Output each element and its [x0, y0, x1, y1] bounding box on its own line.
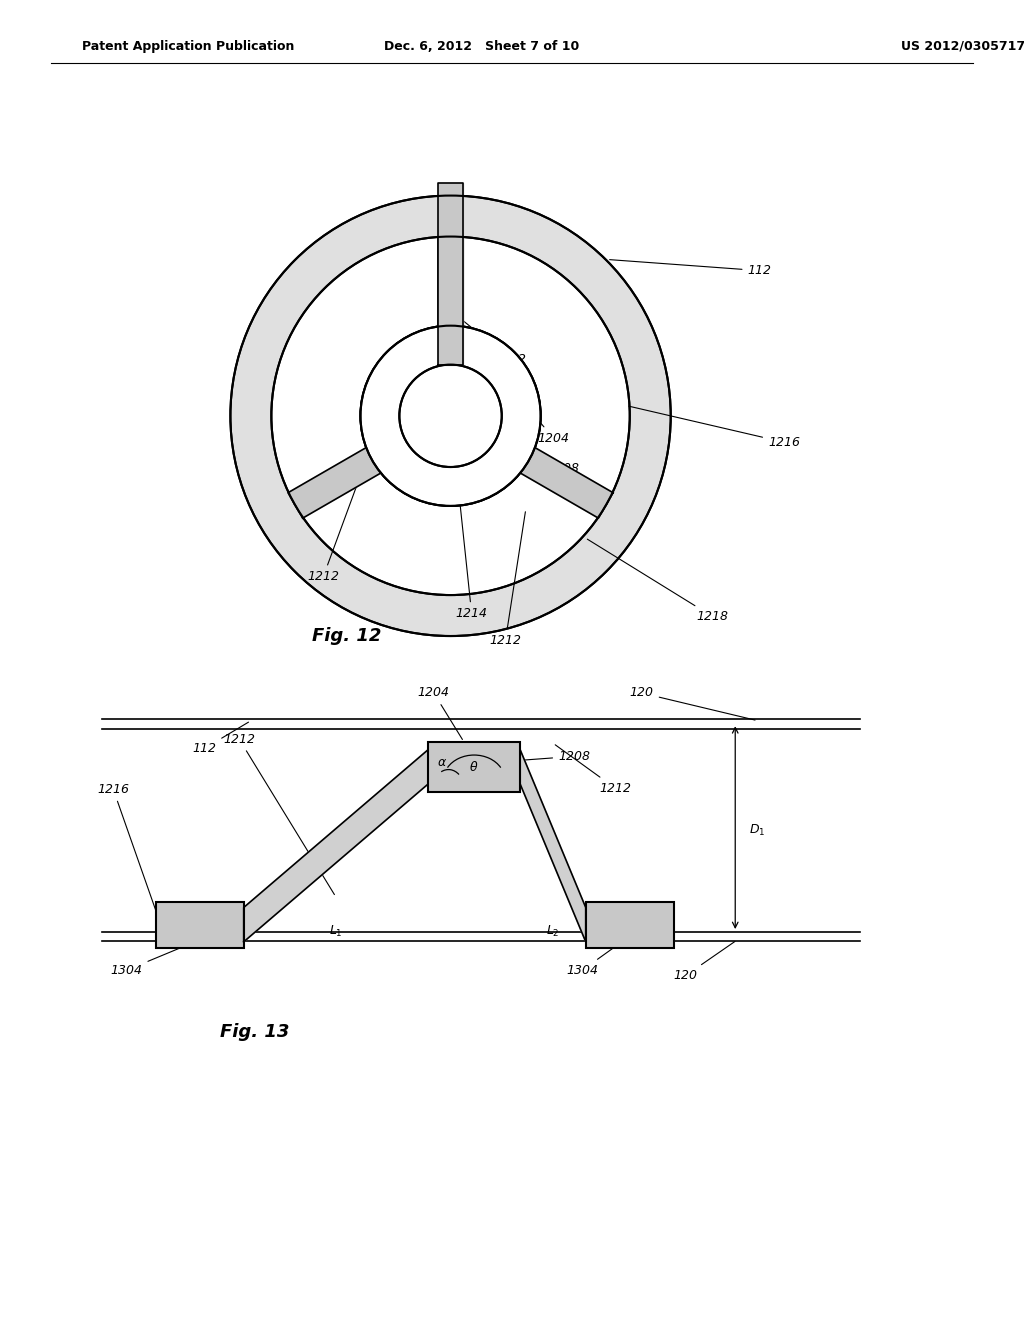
Polygon shape	[438, 236, 463, 364]
Text: 1304: 1304	[111, 941, 197, 977]
Text: Fig. 12: Fig. 12	[312, 627, 382, 645]
Text: 112: 112	[609, 260, 771, 277]
Text: 1216: 1216	[97, 783, 160, 923]
Polygon shape	[438, 183, 463, 364]
Polygon shape	[244, 750, 428, 942]
Text: $\theta$: $\theta$	[469, 760, 479, 774]
Ellipse shape	[360, 326, 541, 506]
Ellipse shape	[399, 364, 502, 467]
Text: 1216: 1216	[629, 407, 800, 449]
Text: 1212: 1212	[489, 512, 525, 647]
Text: 1214: 1214	[456, 466, 487, 620]
Text: Patent Application Publication: Patent Application Publication	[82, 40, 294, 53]
Text: 120: 120	[674, 941, 735, 982]
Ellipse shape	[230, 195, 671, 636]
Text: 1208: 1208	[486, 422, 580, 475]
Text: Dec. 6, 2012   Sheet 7 of 10: Dec. 6, 2012 Sheet 7 of 10	[384, 40, 579, 53]
Polygon shape	[487, 429, 613, 519]
Text: 1204: 1204	[502, 378, 569, 445]
Text: 1212: 1212	[307, 487, 356, 583]
Text: 1212: 1212	[461, 319, 526, 366]
FancyBboxPatch shape	[428, 742, 520, 792]
FancyBboxPatch shape	[586, 902, 674, 948]
Text: US 2012/0305717 A1: US 2012/0305717 A1	[901, 40, 1024, 53]
Text: 1204: 1204	[418, 686, 463, 739]
Text: 120: 120	[630, 686, 755, 721]
Text: 1304: 1304	[566, 941, 623, 977]
Polygon shape	[288, 429, 414, 519]
Text: 1218: 1218	[588, 539, 728, 623]
Ellipse shape	[360, 326, 541, 506]
Text: $L_2$: $L_2$	[546, 924, 560, 939]
Ellipse shape	[271, 236, 630, 595]
Ellipse shape	[399, 364, 502, 467]
Text: $D_1$: $D_1$	[749, 822, 765, 838]
Polygon shape	[520, 750, 586, 942]
Text: $\alpha$: $\alpha$	[437, 756, 447, 770]
Text: 112: 112	[193, 722, 249, 755]
FancyBboxPatch shape	[156, 902, 244, 948]
Text: 1212: 1212	[223, 733, 335, 895]
Text: 1212: 1212	[555, 744, 631, 795]
Text: 1208: 1208	[523, 750, 590, 763]
Text: $L_1$: $L_1$	[329, 924, 343, 939]
Text: Fig. 13: Fig. 13	[220, 1023, 290, 1041]
